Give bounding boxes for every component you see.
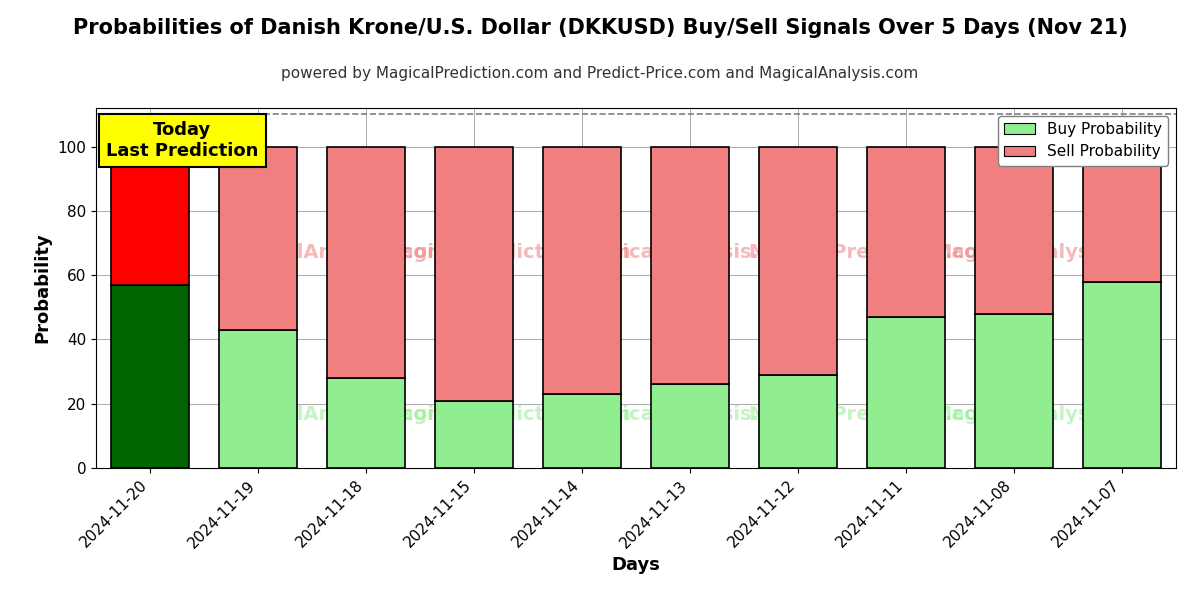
Bar — [652, 385, 728, 468]
Bar — [436, 146, 512, 401]
X-axis label: Days: Days — [612, 556, 660, 574]
Text: MagicalAnalysis.com: MagicalAnalysis.com — [932, 242, 1160, 262]
Bar — [1084, 281, 1160, 468]
Text: powered by MagicalPrediction.com and Predict-Price.com and MagicalAnalysis.com: powered by MagicalPrediction.com and Pre… — [281, 66, 919, 81]
Text: MagicalAnalysis.com: MagicalAnalysis.com — [576, 242, 804, 262]
Bar — [976, 314, 1052, 468]
Text: Today
Last Prediction: Today Last Prediction — [107, 121, 258, 160]
Text: MagicalPrediction.com: MagicalPrediction.com — [382, 242, 631, 262]
Text: Probabilities of Danish Krone/U.S. Dollar (DKKUSD) Buy/Sell Signals Over 5 Days : Probabilities of Danish Krone/U.S. Dolla… — [73, 18, 1127, 38]
Text: MagicalAnalysis.com: MagicalAnalysis.com — [576, 404, 804, 424]
Bar — [220, 330, 296, 468]
Bar — [544, 146, 620, 394]
Y-axis label: Probability: Probability — [34, 233, 52, 343]
Text: MagicalAnalysis.com: MagicalAnalysis.com — [220, 242, 448, 262]
Bar — [436, 401, 512, 468]
Bar — [1084, 146, 1160, 281]
Bar — [112, 285, 188, 468]
Bar — [220, 146, 296, 330]
Bar — [868, 146, 944, 317]
Bar — [544, 394, 620, 468]
Text: MagicalPrediction.com: MagicalPrediction.com — [749, 404, 998, 424]
Bar — [868, 317, 944, 468]
Legend: Buy Probability, Sell Probability: Buy Probability, Sell Probability — [998, 116, 1169, 166]
Text: MagicalPrediction.com: MagicalPrediction.com — [382, 404, 631, 424]
Text: MagicalAnalysis.com: MagicalAnalysis.com — [220, 404, 448, 424]
Bar — [328, 146, 404, 378]
Bar — [652, 146, 728, 385]
Bar — [328, 378, 404, 468]
Text: MagicalAnalysis.com: MagicalAnalysis.com — [932, 404, 1160, 424]
Text: MagicalPrediction.com: MagicalPrediction.com — [749, 242, 998, 262]
Bar — [760, 146, 836, 375]
Bar — [760, 375, 836, 468]
Bar — [976, 146, 1052, 314]
Bar — [112, 146, 188, 285]
